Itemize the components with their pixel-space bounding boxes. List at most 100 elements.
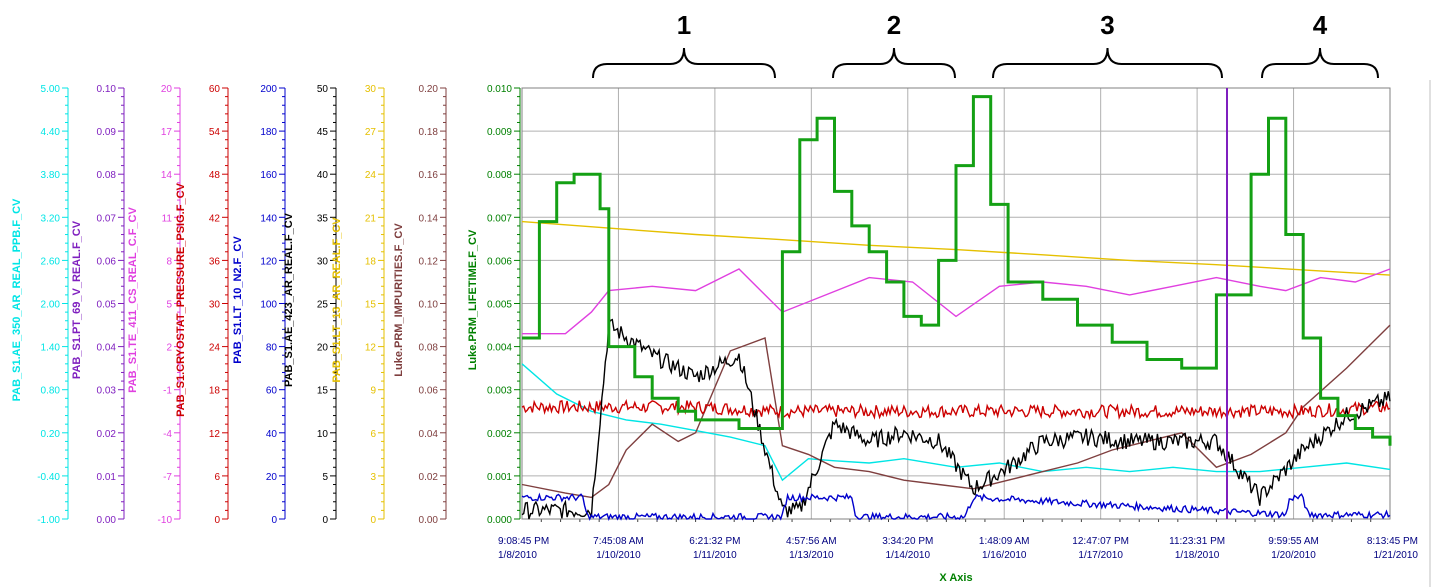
y-tick-label: 3.20	[41, 213, 61, 224]
y-tick-label: 0.14	[419, 213, 439, 224]
y-tick-label: 160	[260, 170, 277, 181]
y-tick-label: 0.03	[97, 386, 117, 397]
y-tick-label: 30	[365, 84, 377, 95]
y-tick-label: -4	[163, 429, 172, 440]
grid	[521, 87, 1391, 522]
y-tick-label: 0.007	[487, 213, 512, 224]
y-tick-label: 0.004	[487, 343, 512, 354]
y-axis-4: 60544842363024181260PAB_S1.CRYOSTAT_PRES…	[175, 84, 229, 526]
y-tick-label: 40	[317, 170, 329, 181]
y-axis-title: PAB_S1.AE_350_AR_REAL_PPB.F_CV	[11, 198, 23, 401]
x-tick-time: 3:34:20 PM	[882, 536, 933, 547]
y-tick-label: 20	[266, 472, 278, 483]
y-axis-title: PAB_S1.PT_69_V_REAL.F_CV	[71, 220, 83, 379]
y-tick-label: 0.08	[97, 170, 117, 181]
y-tick-label: -1	[163, 386, 172, 397]
y-tick-label: 60	[209, 84, 221, 95]
y-tick-label: 30	[209, 300, 221, 311]
y-axis-title: PAB_S1.LT_10_N2.F_CV	[232, 236, 244, 364]
y-axis-8: 0.20 0.18 0.16 0.14 0.12 0.10 0.08 0.06 0.04 0.02…	[393, 84, 447, 526]
x-tick-time: 9:08:45 PM	[498, 536, 549, 547]
y-tick-label: 0.002	[487, 429, 512, 440]
x-tick-time: 9:59:55 AM	[1268, 536, 1319, 547]
y-tick-label: 0.20	[41, 429, 61, 440]
x-tick-date: 1/11/2010	[693, 550, 737, 561]
x-tick-time: 4:57:56 AM	[786, 536, 837, 547]
region-label-4: 4	[1313, 10, 1328, 40]
x-tick-time: 1:48:09 AM	[979, 536, 1030, 547]
y-tick-label: 0.04	[419, 429, 439, 440]
x-axis-title: X Axis	[939, 572, 972, 584]
y-tick-label: 0.06	[97, 256, 117, 267]
y-tick-label: 0.10	[419, 300, 439, 311]
x-tick-time: 12:47:07 PM	[1072, 536, 1129, 547]
y-tick-label: 0.12	[419, 256, 439, 267]
y-tick-label: 54	[209, 127, 221, 138]
x-tick-date: 1/20/2010	[1271, 550, 1316, 561]
y-tick-label: 15	[317, 386, 329, 397]
y-tick-label: -1.00	[37, 515, 60, 526]
y-tick-label: 0.02	[419, 472, 439, 483]
series-line-3	[522, 268, 1391, 335]
y-tick-label: 0.10	[97, 84, 117, 95]
y-tick-label: 0.80	[41, 386, 61, 397]
y-axis-title: PAB_S1.LT_13_AR_REAL.F_CV	[331, 217, 343, 383]
region-bracket-2	[832, 47, 956, 79]
y-axis-7: 302724211815129630PAB_S1.LT_13_AR_REAL.F…	[331, 84, 385, 526]
x-tick-date: 1/17/2010	[1078, 550, 1123, 561]
region-label-2: 2	[887, 10, 901, 40]
x-tick-date: 1/21/2010	[1374, 550, 1419, 561]
y-tick-label: 3.80	[41, 170, 61, 181]
y-tick-label: 42	[209, 213, 221, 224]
series-line-8	[522, 95, 1392, 446]
y-tick-label: 6	[214, 472, 220, 483]
y-tick-label: 140	[260, 213, 277, 224]
y-tick-label: 48	[209, 170, 221, 181]
y-tick-label: 0	[271, 515, 277, 526]
y-tick-label: 0.000	[487, 515, 512, 526]
y-axis-6: 50454035302520151050PAB_S1.AE_423_AR_REA…	[283, 84, 337, 526]
y-tick-label: 0.01	[97, 472, 117, 483]
y-tick-label: 1.40	[41, 343, 61, 354]
y-tick-label: 10	[317, 429, 329, 440]
region-bracket-1	[592, 47, 776, 79]
y-tick-label: 40	[266, 429, 278, 440]
y-axis-9: 0.010 0.009 0.008 0.007 0.006 0.005 0.004 0.003…	[467, 84, 521, 526]
y-tick-label: 5	[166, 300, 172, 311]
y-axis-title: Luke.PRM_IMPURITIES.F_CV	[393, 223, 405, 377]
y-axes: 5.00 4.40 3.80 3.20 2.60 2.00 1.40 0.80 0.20 -0.4…	[11, 84, 521, 526]
x-tick-date: 1/8/2010	[498, 550, 537, 561]
y-tick-label: 0.20	[419, 84, 439, 95]
y-tick-label: 0.16	[419, 170, 439, 181]
y-tick-label: -10	[158, 515, 173, 526]
y-tick-label: 18	[365, 256, 377, 267]
series-line-2	[521, 363, 1391, 482]
x-tick-date: 1/18/2010	[1175, 550, 1220, 561]
y-tick-label: 15	[365, 300, 377, 311]
y-axis-1: 5.00 4.40 3.80 3.20 2.60 2.00 1.40 0.80 0.20 -0.4…	[11, 84, 69, 526]
y-tick-label: 50	[317, 84, 329, 95]
y-tick-label: -0.40	[37, 472, 60, 483]
series-line-5	[521, 398, 1391, 421]
y-tick-label: 3	[370, 472, 376, 483]
x-tick-date: 1/13/2010	[789, 550, 834, 561]
y-tick-label: 36	[209, 256, 221, 267]
y-tick-label: 12	[365, 343, 377, 354]
y-axis-title: PAB_S1.CRYOSTAT_PRESSURE_PSIG.F_CV	[175, 182, 187, 416]
x-tick-date: 1/14/2010	[886, 550, 931, 561]
y-tick-label: 14	[161, 170, 173, 181]
y-tick-label: 27	[365, 127, 377, 138]
y-tick-label: 18	[209, 386, 221, 397]
y-tick-label: 0	[322, 515, 328, 526]
y-axis-5: 200180160140120100806040200PAB_S1.LT_10_…	[232, 84, 286, 526]
x-tick-time: 8:13:45 PM	[1367, 536, 1418, 547]
x-tick-time: 6:21:32 PM	[689, 536, 740, 547]
y-axis-3: 20 17 14 11 8 5 2 -1 -4 -7 -10 PAB_S1.TE_411_CS_REA…	[127, 84, 181, 526]
y-tick-label: 0.005	[487, 300, 512, 311]
x-tick-date: 1/16/2010	[982, 550, 1027, 561]
y-tick-label: 0.00	[419, 515, 439, 526]
y-axis-title: PAB_S1.AE_423_AR_REAL.F_CV	[283, 212, 295, 387]
x-tick-time: 11:23:31 PM	[1169, 536, 1225, 547]
y-tick-label: 17	[161, 127, 173, 138]
y-tick-label: 0.001	[487, 472, 512, 483]
